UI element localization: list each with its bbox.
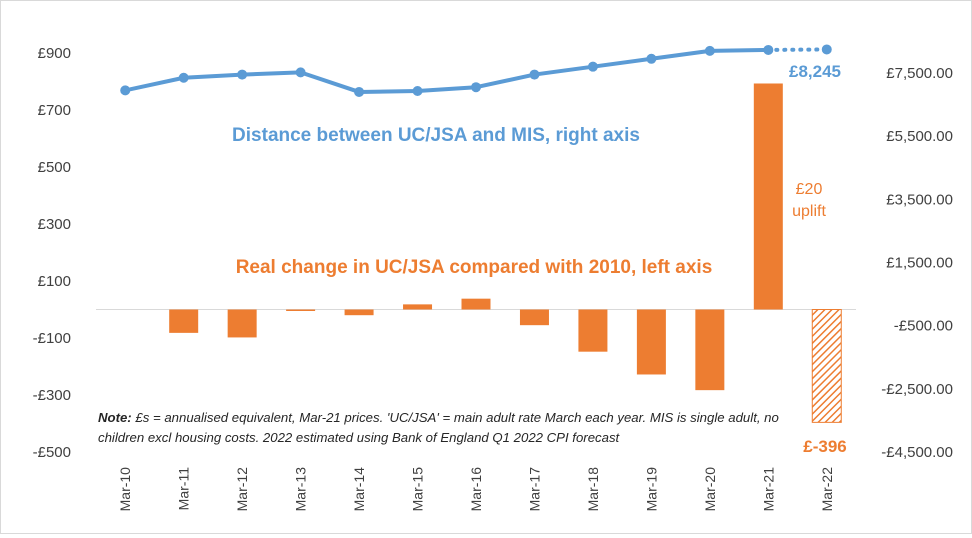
x-axis: Mar-10 Mar-11 Mar-12 Mar-13 Mar-14 Mar-15 Mar-… bbox=[117, 467, 835, 512]
line-point bbox=[179, 73, 189, 83]
line-solid bbox=[125, 50, 768, 92]
line-point bbox=[646, 54, 656, 64]
x-tick-label: Mar-17 bbox=[526, 467, 542, 512]
left-axis: £900 £700 £500 £300 £100 -£100 -£300 -£500 bbox=[33, 45, 71, 461]
x-tick-label: Mar-10 bbox=[117, 467, 133, 512]
right-tick-label: £3,500.00 bbox=[886, 191, 953, 208]
line-point bbox=[413, 86, 423, 96]
x-tick-label: Mar-18 bbox=[585, 467, 601, 512]
uplift-label-line1: £20 bbox=[796, 181, 823, 198]
right-tick-label: £5,500.00 bbox=[886, 128, 953, 145]
bar bbox=[695, 310, 724, 391]
line-point bbox=[120, 85, 130, 95]
left-tick-label: -£100 bbox=[33, 330, 71, 347]
x-tick-label: Mar-13 bbox=[293, 467, 309, 512]
line-series-label: Distance between UC/JSA and MIS, right a… bbox=[232, 125, 640, 146]
bar bbox=[462, 299, 491, 310]
bar bbox=[520, 310, 549, 326]
right-tick-label: -£4,500.00 bbox=[881, 444, 953, 461]
line-series bbox=[120, 44, 832, 96]
x-tick-label: Mar-15 bbox=[410, 467, 426, 512]
line-point bbox=[471, 82, 481, 92]
left-tick-label: £900 bbox=[38, 45, 71, 62]
left-tick-label: £300 bbox=[38, 216, 71, 233]
line-point bbox=[529, 70, 539, 80]
line-point bbox=[822, 44, 832, 54]
right-tick-label: -£500.00 bbox=[894, 318, 953, 335]
bar bbox=[812, 310, 841, 423]
line-point bbox=[237, 70, 247, 80]
x-tick-label: Mar-11 bbox=[176, 467, 192, 511]
left-tick-label: -£300 bbox=[33, 387, 71, 404]
left-tick-label: £500 bbox=[38, 159, 71, 176]
line-point bbox=[296, 67, 306, 77]
note-label: Note: bbox=[98, 410, 132, 425]
bar bbox=[754, 83, 783, 309]
bar bbox=[578, 310, 607, 352]
bar bbox=[637, 310, 666, 375]
x-tick-label: Mar-22 bbox=[819, 467, 835, 512]
note-text: £s = annualised equivalent, Mar-21 price… bbox=[98, 410, 779, 445]
right-tick-label: £7,500.00 bbox=[886, 65, 953, 82]
chart-note: Note: £s = annualised equivalent, Mar-21… bbox=[98, 408, 810, 448]
left-tick-label: £700 bbox=[38, 102, 71, 119]
bar bbox=[228, 310, 257, 338]
right-axis: £7,500.00 £5,500.00 £3,500.00 £1,500.00 -£50… bbox=[881, 65, 953, 461]
x-tick-label: Mar-20 bbox=[702, 467, 718, 512]
x-tick-label: Mar-12 bbox=[234, 467, 250, 512]
x-tick-label: Mar-19 bbox=[643, 467, 659, 512]
line-point bbox=[588, 62, 598, 72]
left-tick-label: £100 bbox=[38, 273, 71, 290]
line-point bbox=[763, 45, 773, 55]
bar bbox=[345, 310, 374, 316]
right-tick-label: -£2,500.00 bbox=[881, 381, 953, 398]
right-tick-label: £1,500.00 bbox=[886, 255, 953, 272]
bar bbox=[169, 310, 198, 333]
uplift-label-line2: uplift bbox=[792, 203, 826, 220]
x-tick-label: Mar-16 bbox=[468, 467, 484, 512]
line-point bbox=[705, 46, 715, 56]
x-tick-label: Mar-14 bbox=[351, 467, 367, 512]
x-tick-label: Mar-21 bbox=[760, 467, 776, 512]
left-tick-label: -£500 bbox=[33, 444, 71, 461]
line-point bbox=[354, 87, 364, 97]
last-line-value-label: £8,245 bbox=[789, 62, 841, 81]
bar-series-label: Real change in UC/JSA compared with 2010… bbox=[236, 257, 713, 278]
bar bbox=[403, 304, 432, 309]
bar bbox=[286, 310, 315, 312]
